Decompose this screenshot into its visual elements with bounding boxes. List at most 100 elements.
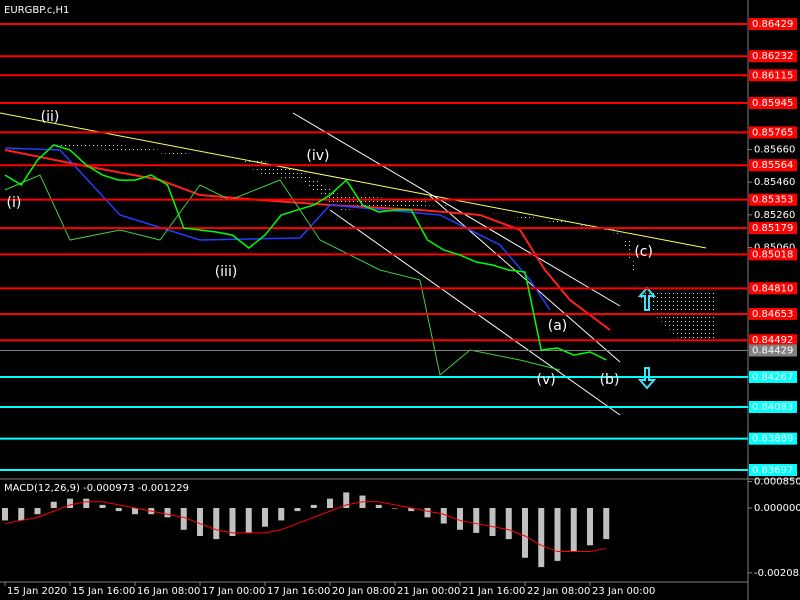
level-label-box (749, 97, 797, 110)
moving-average (4, 149, 611, 331)
level-label-box (749, 370, 797, 383)
down-arrow (637, 367, 657, 390)
level-label-box (749, 400, 797, 413)
wave-label: (b) (600, 372, 620, 388)
histogram-bar (310, 504, 317, 508)
histogram-bar (522, 508, 528, 558)
level-label: 0.83697 (752, 465, 793, 476)
level-label-box (749, 307, 797, 320)
histogram-bar (197, 508, 203, 536)
histogram-bar (554, 508, 561, 561)
x-tick-label: 21 Jan 16:00 (462, 586, 525, 597)
level-label-box (749, 282, 797, 295)
x-tick-label: 22 Jan 08:00 (527, 586, 590, 597)
level-label-box (749, 432, 797, 445)
histogram-bar (424, 508, 431, 518)
level-label-box (749, 126, 797, 139)
histogram-bar (132, 508, 138, 515)
histogram-bar (83, 498, 90, 508)
histogram-bar (408, 508, 415, 512)
y-tick-label: -0.002085 (754, 568, 800, 579)
channel-line (292, 112, 621, 307)
histogram-bar (99, 504, 106, 508)
histogram-bar (570, 508, 577, 552)
y-tick-label: 0.85260 (754, 210, 795, 221)
price-label: 0.84429 (752, 346, 793, 357)
x-tick-label: 15 Jan 16:00 (72, 586, 135, 597)
histogram-bar (505, 508, 512, 540)
histogram-bar (2, 508, 8, 521)
histogram-bar (213, 508, 220, 540)
level-label: 0.86115 (752, 70, 793, 81)
level-label: 0.84653 (752, 309, 793, 320)
level-label: 0.86232 (752, 51, 793, 62)
histogram-bar (392, 508, 398, 509)
level-label-box (749, 248, 797, 261)
histogram-bar (229, 508, 236, 536)
x-tick-label: 15 Jan 2020 (7, 586, 67, 597)
histogram-bar (18, 508, 25, 521)
level-label: 0.83889 (752, 434, 793, 445)
level-label: 0.85353 (752, 195, 793, 206)
y-tick-label: 0.000000 (754, 503, 800, 514)
signal-line (4, 501, 607, 553)
y-tick-label: 0.85660 (754, 145, 795, 156)
histogram-bar (115, 508, 122, 512)
histogram-bar (603, 508, 610, 540)
histogram-bar (538, 508, 545, 568)
wave-label: (ii) (41, 109, 60, 125)
x-tick-label: 16 Jan 08:00 (137, 586, 200, 597)
indicators (0, 112, 715, 416)
x-tick-label: 23 Jan 00:00 (592, 586, 655, 597)
y-tick-label: 0.000850 (754, 477, 800, 488)
histogram-bar (262, 508, 268, 527)
x-tick-label: 20 Jan 08:00 (332, 586, 395, 597)
histogram-bar (440, 508, 447, 524)
histogram-bar (343, 492, 350, 508)
level-label-box (749, 18, 797, 31)
histogram-bar (67, 498, 73, 508)
level-label-box (749, 193, 797, 206)
level-label: 0.85179 (752, 223, 793, 234)
histogram-bar (164, 508, 171, 518)
level-label-box (749, 69, 797, 82)
chart-title: EURGBP.c,H1 (4, 5, 69, 16)
price-label-box (749, 344, 797, 357)
level-label: 0.84810 (752, 283, 793, 294)
moving-average (4, 147, 551, 311)
wave-label: (c) (634, 244, 653, 260)
level-label: 0.85765 (752, 127, 793, 138)
level-label: 0.86429 (752, 19, 793, 30)
histogram-bar (278, 508, 285, 521)
level-label: 0.85945 (752, 98, 793, 109)
histogram-bar (587, 508, 593, 546)
level-label-box (749, 50, 797, 63)
lagging-line (4, 174, 561, 376)
y-tick-label: 0.85060 (754, 243, 795, 254)
y-tick-label: 0.85460 (754, 177, 795, 188)
price-line-series (4, 144, 607, 361)
trend-line (0, 112, 707, 249)
channel-line (429, 195, 621, 363)
x-tick-label: 17 Jan 16:00 (267, 586, 330, 597)
histogram-bar (327, 498, 333, 508)
wave-label: (iii) (215, 264, 238, 280)
histogram-bar (375, 504, 382, 508)
histogram-bar (473, 508, 480, 533)
level-label: 0.84492 (752, 335, 793, 346)
wave-label: (i) (7, 195, 22, 211)
histogram-bar (489, 508, 496, 536)
wave-label: (v) (537, 372, 556, 388)
wave-label: (iv) (306, 148, 329, 164)
level-label-box (749, 464, 797, 477)
histogram-bar (50, 501, 57, 508)
up-arrow (637, 286, 657, 311)
level-label: 0.85564 (752, 160, 793, 171)
wave-label: (a) (548, 318, 568, 334)
histogram-bar (245, 508, 252, 533)
histogram-bar (180, 508, 187, 530)
histogram-bar (457, 508, 463, 530)
x-tick-label: 17 Jan 00:00 (202, 586, 265, 597)
histogram-bar (294, 508, 301, 512)
